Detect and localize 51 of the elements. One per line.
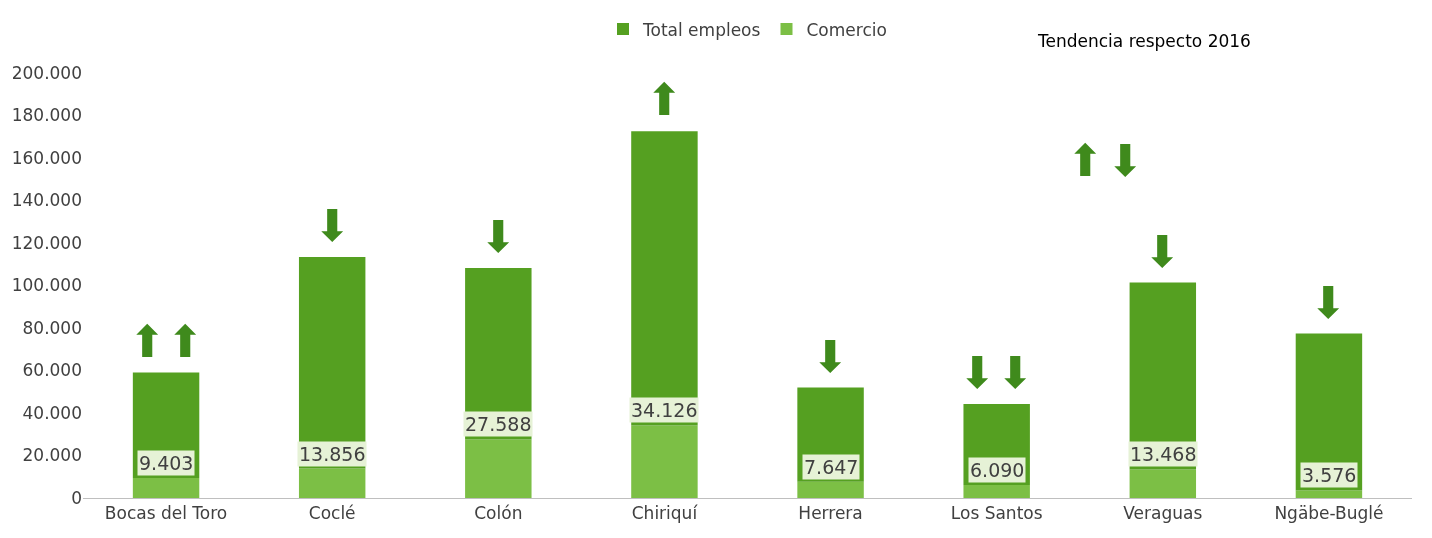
y-tick-label: 160.000 [11,147,82,168]
annotation: ⬇ [1107,135,1144,186]
annotation: ⬇ [812,331,849,382]
annotation: ⬆ [646,74,683,125]
data-label: 34.126 [631,399,698,421]
data-label: 13.856 [299,443,366,465]
data-label: 7.647 [804,456,859,478]
y-tick-label: 20.000 [22,445,82,466]
legend-label: Total empleos [642,19,761,40]
x-tick-label: Bocas del Toro [104,503,228,524]
bar [797,481,864,498]
y-tick-label: 0 [71,487,82,508]
text: Tendencia respecto 2016 [1037,31,1251,51]
annotation: ⬇ [1144,226,1181,277]
bar [465,439,532,498]
y-tick-label: 180.000 [11,105,82,126]
legend-label: Comercio [806,19,887,40]
bar [963,485,1030,498]
annotation: ⬇ [1310,277,1347,328]
bar [298,468,366,498]
x-tick-label: Chiriquí [631,503,699,524]
bar [631,131,698,426]
annotation: ⬇ [997,347,1034,398]
x-tick-label: Colón [474,503,523,524]
annotation: ⬆ [1067,135,1104,186]
x-tick-label: Veraguas [1123,503,1203,524]
y-tick-label: 140.000 [11,190,82,211]
annotation: ⬆ [167,316,204,367]
y-tick-label: 120.000 [11,232,82,253]
bar [132,478,200,498]
annotation: ⬆ [129,316,166,367]
y-tick-label: 40.000 [22,402,82,423]
annotation: ⬇ [959,347,996,398]
annotation: ⬇ [480,211,517,262]
x-tick-label: Herrera [798,503,863,524]
data-label: 6.090 [970,459,1025,481]
data-label: 3.576 [1302,464,1357,486]
y-tick-label: 100.000 [11,275,82,296]
bar [1129,469,1197,498]
y-tick-label: 60.000 [22,360,82,381]
data-label: 27.588 [465,413,532,435]
x-tick-label: Coclé [308,503,356,524]
x-tick-label: Los Santos [950,503,1043,524]
data-label: 9.403 [139,452,194,474]
y-tick-label: 80.000 [22,317,82,338]
data-label: 13.468 [1130,443,1197,465]
annotation: ⬇ [314,200,351,251]
bar [1295,490,1363,498]
y-tick-label: 200.000 [11,62,82,83]
bar [631,425,698,498]
x-tick-label: Ngäbe-Buglé [1274,503,1384,524]
